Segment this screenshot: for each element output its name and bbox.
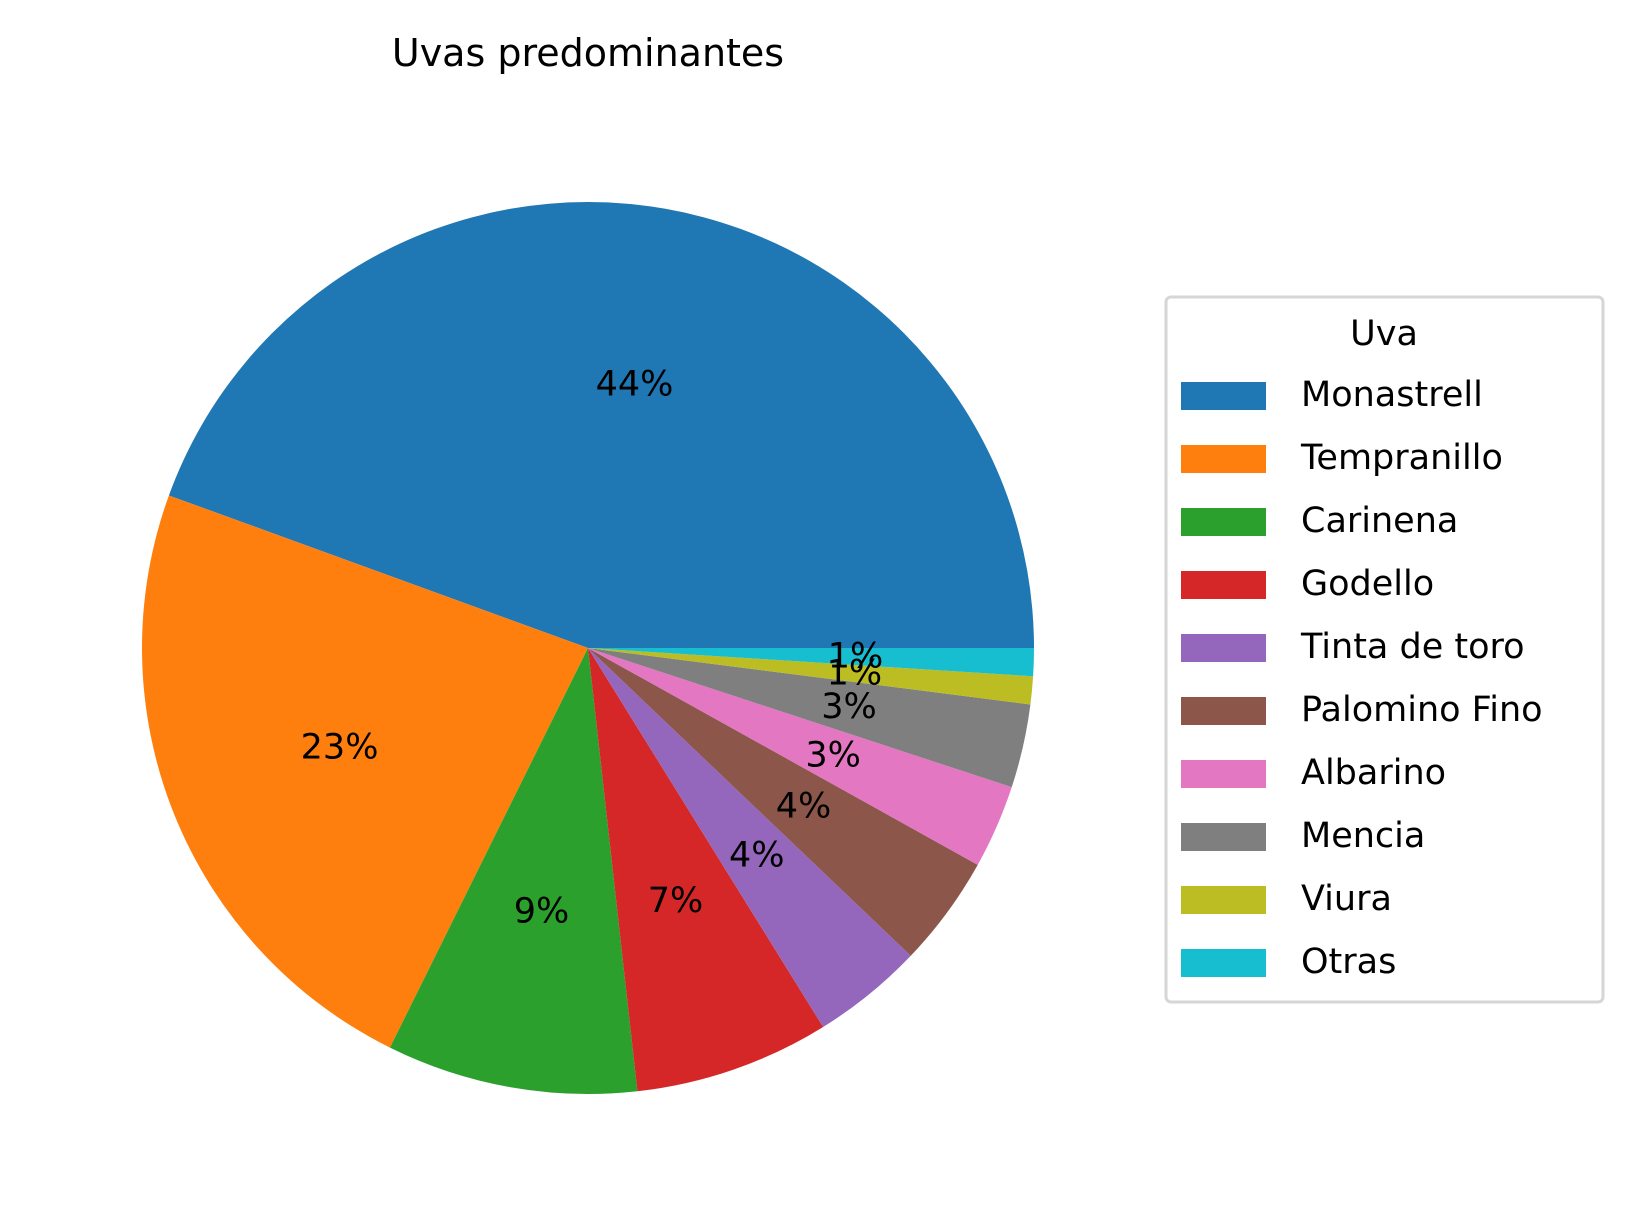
legend-label-otras: Otras [1301,942,1396,982]
pie-slice-viura [588,648,1034,705]
legend-swatch-godello [1181,571,1266,599]
legend-label-carinena: Carinena [1301,501,1458,541]
legend-title: Uva [1350,314,1418,354]
legend-items: Monastrell Tempranillo Carinena Godello Tint… [1181,375,1543,982]
legend-label-godello: Godello [1301,564,1434,604]
pct-label-tempranillo: 23% [301,727,379,767]
legend-label-mencia: Mencia [1301,816,1425,856]
legend: Uva Monastrell Tempranillo Carinena Godello… [1164,295,1605,1004]
pie-slice-tinta-de-toro [588,648,911,1027]
legend-label-monastrell: Monastrell [1301,375,1483,415]
legend-swatch-tinta-de-toro [1181,634,1266,662]
legend-swatch-viura [1181,886,1266,914]
pie-slice-albarino [588,648,1012,865]
legend-label-albarino: Albarino [1301,753,1446,793]
pct-label-godello: 7% [648,881,704,921]
pie-slice-otras [588,648,1034,677]
legend-swatch-albarino [1181,760,1266,788]
pct-label-tinta-de-toro: 4% [729,836,785,876]
legend-frame [1164,295,1605,1004]
pie-slices [141,201,1034,1094]
legend-swatch-tempranillo [1181,445,1266,473]
legend-swatch-mencia [1181,823,1266,851]
pie-slice-mencia [588,648,1031,788]
pct-label-palomino-fino: 4% [776,787,832,827]
chart-title: Uvas predominantes [392,31,784,75]
legend-label-tempranillo: Tempranillo [1300,438,1503,478]
legend-label-viura: Viura [1301,879,1392,919]
pct-label-viura: 1% [827,653,883,693]
legend-swatch-carinena [1181,508,1266,536]
pct-label-albarino: 3% [805,735,861,775]
legend-swatch-palomino-fino [1181,697,1266,725]
pct-label-carinena: 9% [514,892,570,932]
pie-slice-tempranillo [141,495,588,1048]
legend-label-tinta-de-toro: Tinta de toro [1300,627,1525,667]
pct-label-mencia: 3% [821,687,877,727]
pie-slice-palomino-fino [588,648,978,956]
legend-swatch-monastrell [1181,382,1266,410]
percentage-labels: 44%23%9% 7%4%4%3%3%1%1% [301,364,884,931]
pct-label-otras: 1% [828,636,884,676]
pie-slice-godello [588,648,824,1092]
pct-label-monastrell: 44% [596,364,674,404]
legend-swatch-otras [1181,949,1266,977]
pie-slice-carinena [389,648,638,1094]
pie-slice-monastrell [168,201,1034,648]
legend-label-palomino-fino: Palomino Fino [1301,690,1543,730]
